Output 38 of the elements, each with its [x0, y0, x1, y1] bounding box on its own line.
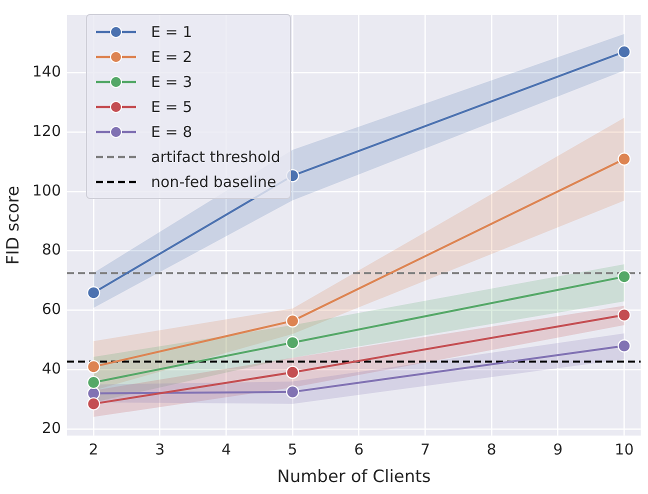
point	[86, 360, 100, 374]
point	[86, 397, 100, 410]
y-tick-label: 140	[32, 62, 62, 81]
legend-label: non-fed baseline	[151, 172, 276, 190]
x-axis-title: Number of Clients	[277, 467, 431, 488]
legend-label: artifact threshold	[151, 148, 280, 166]
y-tick-label: 60	[42, 300, 62, 318]
point	[618, 339, 631, 352]
x-tick-label: 9	[553, 440, 563, 458]
y-tick-label: 20	[42, 418, 62, 437]
x-tick-label: 4	[221, 440, 231, 458]
x-tick-label: 10	[614, 440, 634, 458]
point	[618, 152, 631, 166]
x-tick-label: 7	[420, 440, 430, 458]
legend-label: E = 3	[151, 72, 192, 90]
x-tick-label: 3	[155, 440, 165, 458]
point	[86, 286, 100, 300]
point	[286, 336, 300, 350]
y-tick-label: 40	[42, 360, 62, 378]
y-tick-label: 120	[32, 122, 62, 140]
legend-label: E = 5	[151, 98, 192, 116]
y-axis-title: FID score	[4, 186, 24, 265]
x-tick-label: 5	[288, 440, 298, 458]
point	[86, 376, 100, 390]
point	[286, 314, 300, 328]
point	[618, 270, 631, 284]
point	[618, 308, 631, 322]
point	[286, 366, 300, 379]
point	[286, 385, 300, 399]
y-tick-label: 80	[42, 240, 62, 259]
legend-label: E = 8	[151, 122, 192, 140]
x-tick-label: 6	[354, 440, 364, 458]
y-tick-label: 100	[32, 181, 62, 200]
point	[618, 45, 631, 58]
legend-label: E = 1	[151, 22, 192, 40]
legend-label: E = 2	[151, 48, 192, 66]
x-tick-label: 2	[88, 440, 98, 458]
x-tick-label: 8	[486, 440, 496, 458]
